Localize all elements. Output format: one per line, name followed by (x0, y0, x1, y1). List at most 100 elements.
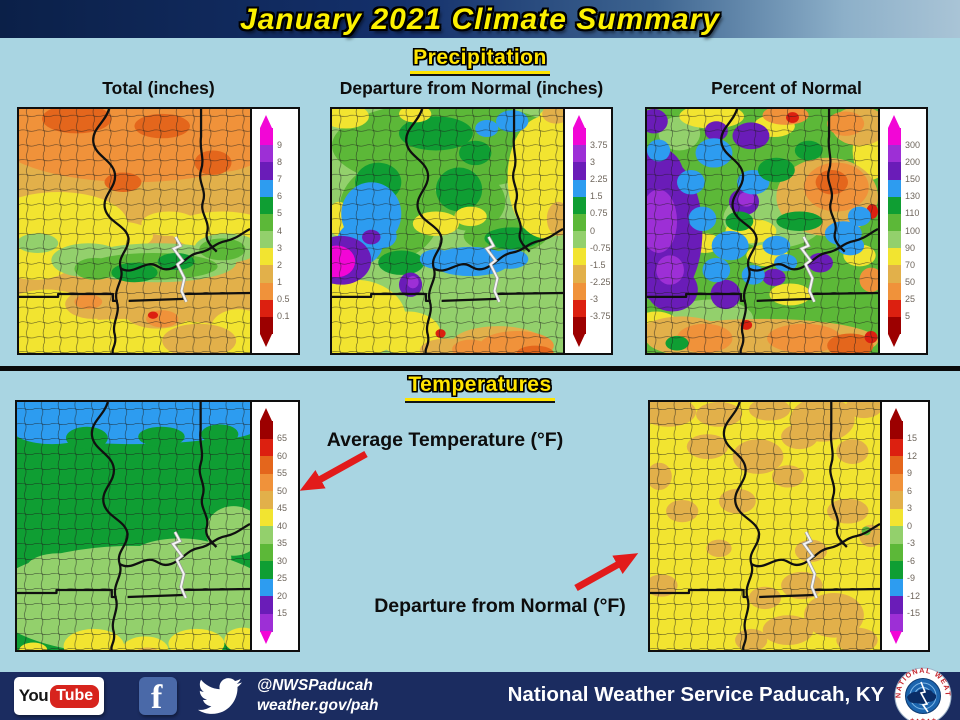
label-departure-temperature: Departure from Normal (°F) (374, 595, 626, 617)
legend-tick-label: 70 (905, 259, 916, 270)
legend-segment (260, 438, 273, 457)
legend-arrow-down (888, 334, 900, 347)
legend-segment (260, 282, 273, 301)
legend-segment (890, 491, 903, 509)
youtube-tube-text: Tube (50, 684, 100, 708)
legend-arrow-down (573, 334, 585, 347)
legend-segment (888, 316, 901, 335)
facebook-icon: f (139, 677, 177, 715)
legend-arrow-up (573, 115, 585, 128)
legend-tick-label: 90 (905, 242, 916, 253)
legend-arrow-up (260, 408, 272, 421)
legend-segment (260, 526, 273, 544)
legend-tick-label: 6 (277, 191, 283, 202)
temperatures-heading-text: Temperatures (405, 373, 555, 401)
legend-segment (888, 128, 901, 146)
label-average-temperature: Average Temperature (°F) (326, 429, 564, 451)
legend-segment (890, 421, 903, 439)
legend-tick-label: 6 (907, 485, 913, 496)
legend-tick-label: 130 (905, 191, 921, 202)
color-scale-legend: 9 8 7 6 5 4 3 2 1 0.5 0.1 (252, 109, 298, 353)
legend-segment (260, 543, 273, 562)
legend-segment (573, 196, 586, 215)
choropleth-map (647, 109, 880, 353)
legend-tick-label: 0 (907, 520, 913, 531)
legend-segment (890, 508, 903, 527)
panel-title-departure-inches: Departure from Normal (inches) (339, 78, 604, 98)
map-precip-percent: 300 200 150 130 110 100 90 70 50 25 5 (645, 107, 928, 355)
legend-segment (890, 473, 903, 492)
legend-tick-label: 7 (277, 174, 283, 184)
legend-tick-label: 55 (277, 468, 288, 478)
legend-segment (260, 613, 273, 632)
arrow-to-average-map (299, 450, 368, 491)
legend-segment (890, 438, 903, 457)
legend-segment (888, 213, 901, 232)
legend-tick-label: 9 (907, 468, 913, 478)
legend-tick-label: 110 (905, 208, 920, 219)
section-divider (0, 366, 960, 371)
legend-tick-label: 3 (277, 242, 283, 253)
legend-segment (888, 196, 901, 215)
choropleth-map (650, 402, 882, 650)
legend-segment (888, 282, 901, 301)
legend-segment (260, 596, 273, 614)
legend-tick-label: 25 (277, 573, 288, 583)
legend-segment (260, 231, 273, 249)
legend-segment (260, 162, 273, 180)
legend-tick-label: -6 (907, 555, 916, 566)
legend-segment (573, 265, 586, 283)
legend-segment (260, 421, 273, 439)
youtube-you-text: You (18, 686, 49, 705)
twitter-handle-text: @NWSPaducah (257, 677, 373, 694)
legend-segment (260, 213, 273, 232)
legend-segment (260, 128, 273, 146)
legend-segment (573, 213, 586, 232)
choropleth-map (332, 109, 565, 353)
legend-tick-label: 0.1 (277, 311, 290, 322)
legend-tick-label: -9 (907, 573, 916, 583)
color-scale-legend: 15 12 9 6 3 0 -3 -6 -9 -12 -15 (882, 402, 928, 650)
legend-segment (890, 578, 903, 597)
legend-tick-label: -0.75 (590, 242, 611, 253)
legend-tick-label: 2 (277, 259, 283, 270)
legend-tick-label: 5 (277, 208, 283, 219)
legend-arrow-up (890, 408, 902, 421)
legend-tick-label: -3 (590, 294, 599, 305)
map-precip-departure: 3.75 3 2.25 1.5 0.75 0 -0.75 -1.5 -2.25 -3 -3.75 (330, 107, 613, 355)
legend-tick-label: 4 (277, 225, 283, 236)
choropleth-map (19, 109, 252, 353)
color-scale-legend: 65 60 55 50 45 40 35 30 25 20 15 (252, 402, 298, 650)
panel-title-total: Total (inches) (102, 78, 215, 98)
legend-tick-label: 9 (277, 139, 283, 150)
legend-segment (260, 473, 273, 492)
title-bar: January 2021 Climate Summary (0, 0, 960, 38)
legend-segment (573, 179, 586, 198)
legend-tick-label: 35 (277, 538, 288, 548)
legend-segment (888, 248, 901, 266)
legend-tick-label: 3 (590, 156, 596, 167)
choropleth-map (17, 402, 252, 650)
legend-tick-label: 100 (905, 225, 921, 236)
legend-tick-label: 0.5 (277, 294, 290, 305)
precipitation-heading-text: Precipitation (410, 46, 550, 74)
website-text: weather.gov/pah (257, 697, 379, 714)
footer-bar: You Tube f @NWSPaducah weather.gov/pah N… (0, 667, 960, 720)
legend-segment (573, 282, 586, 301)
legend-segment (573, 316, 586, 335)
nws-logo: NATIONAL WEATHER SERVICE ★ • ★ • ★ (894, 667, 952, 720)
legend-segment (890, 543, 903, 562)
legend-segment (260, 456, 273, 474)
nws-logo-stars: ★ • ★ • ★ (909, 717, 936, 720)
legend-tick-label: 1.5 (590, 191, 603, 202)
map-temp-departure: 15 12 9 6 3 0 -3 -6 -9 -12 -15 (648, 400, 930, 652)
legend-tick-label: -3 (907, 538, 916, 548)
legend-tick-label: 8 (277, 156, 283, 167)
legend-tick-label: 45 (277, 503, 288, 513)
legend-arrow-down (890, 631, 902, 644)
legend-tick-label: 150 (905, 174, 921, 184)
legend-tick-label: 200 (905, 156, 921, 167)
legend-segment (260, 508, 273, 527)
legend-segment (260, 299, 273, 318)
legend-segment (573, 248, 586, 266)
